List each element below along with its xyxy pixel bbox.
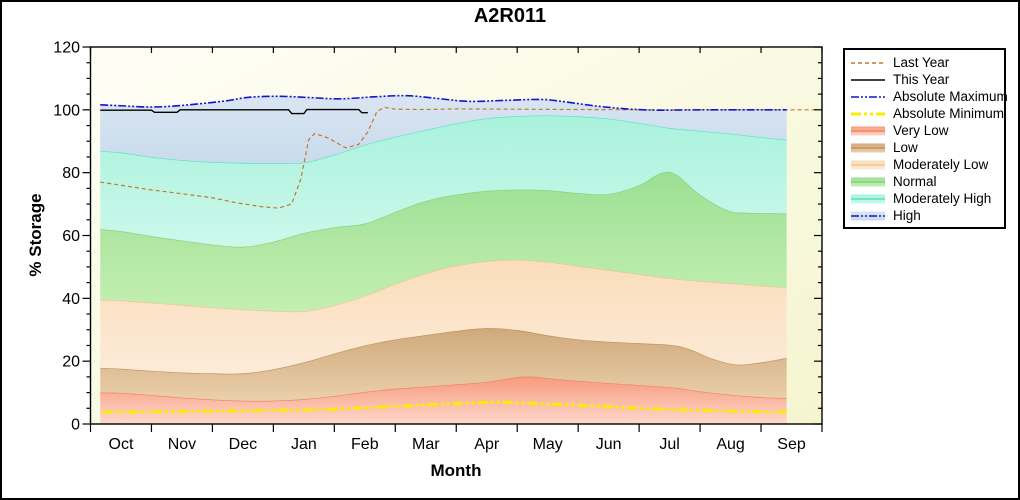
legend-label-absolute_maximum: Absolute Maximum xyxy=(893,89,1008,104)
x-tick-label-jul: Jul xyxy=(659,436,679,453)
legend-label-this_year: This Year xyxy=(893,72,950,87)
legend-marker-low xyxy=(851,143,885,152)
band-low xyxy=(100,328,787,401)
x-tick-label-apr: Apr xyxy=(474,436,500,453)
legend-marker-moderately_low xyxy=(851,160,885,169)
legend-marker-last_year xyxy=(851,61,885,64)
legend-marker-absolute_maximum xyxy=(851,95,885,98)
legend-row-very_low: Very Low xyxy=(845,122,1004,139)
legend-marker-moderately_high xyxy=(851,194,885,203)
legend-marker-absolute_minimum xyxy=(851,112,885,115)
x-tick-label-jan: Jan xyxy=(291,436,317,453)
band-high xyxy=(100,95,787,164)
legend-marker-this_year xyxy=(851,78,885,81)
x-tick-label-mar: Mar xyxy=(412,436,440,453)
x-tick-label-jun: Jun xyxy=(596,436,622,453)
x-tick-label-feb: Feb xyxy=(351,436,379,453)
x-tick-label-sep: Sep xyxy=(777,436,806,453)
y-tick-label: 0 xyxy=(71,417,80,434)
legend-row-this_year: This Year xyxy=(845,71,1004,88)
band-normal xyxy=(100,171,787,312)
legend-label-moderately_high: Moderately High xyxy=(893,191,992,206)
x-tick-label-nov: Nov xyxy=(168,436,196,453)
x-tick-label-aug: Aug xyxy=(716,436,744,453)
legend-marker-normal xyxy=(851,177,885,186)
legend-row-normal: Normal xyxy=(845,173,1004,190)
y-tick-label: 100 xyxy=(53,102,80,119)
legend-label-absolute_minimum: Absolute Minimum xyxy=(893,106,1005,121)
y-axis-label: % Storage xyxy=(26,193,45,277)
legend-row-last_year: Last Year xyxy=(845,54,1004,71)
line-this_year xyxy=(100,108,368,115)
line-absolute_maximum xyxy=(100,94,787,111)
legend-row-low: Low xyxy=(845,139,1004,156)
band-moderately_high xyxy=(100,115,787,247)
tick-labels: 0 20 40 60 80 100 120 Oct Nov Dec Jan Feb Mar Apr May J… xyxy=(53,40,806,454)
plot-area-group: 0 20 40 60 80 100 120 Oct Nov Dec Jan Feb Mar Apr May J… xyxy=(53,40,823,454)
legend-marker-high xyxy=(851,211,885,220)
legend-label-high: High xyxy=(893,208,921,223)
y-tick-label: 80 xyxy=(62,165,80,182)
legend-box: Last Year This Year Absolute Maximum Absolu… xyxy=(843,48,1008,229)
legend-label-moderately_low: Moderately Low xyxy=(893,157,989,172)
line-last_year xyxy=(100,106,818,209)
legend-label-very_low: Very Low xyxy=(893,123,949,138)
legend-label-last_year: Last Year xyxy=(893,55,950,70)
y-tick-label: 40 xyxy=(62,291,80,308)
legend-row-absolute_maximum: Absolute Maximum xyxy=(845,88,1008,105)
x-tick-label-may: May xyxy=(533,436,563,453)
legend-row-moderately_high: Moderately High xyxy=(845,190,1004,207)
band-moderately_low xyxy=(100,259,787,374)
legend-row-high: High xyxy=(845,207,1004,224)
legend-row-moderately_low: Moderately Low xyxy=(845,156,1004,173)
legend-label-normal: Normal xyxy=(893,174,937,189)
axis-ticks xyxy=(82,46,823,432)
legend-band-sample xyxy=(851,211,885,220)
legend-label-low: Low xyxy=(893,140,918,155)
legend-marker-very_low xyxy=(851,126,885,135)
x-tick-label-dec: Dec xyxy=(229,436,257,453)
y-tick-label: 120 xyxy=(53,40,80,57)
y-tick-label: 60 xyxy=(62,228,80,245)
y-tick-label: 20 xyxy=(62,354,80,371)
band-very_low xyxy=(100,376,787,424)
x-tick-label-oct: Oct xyxy=(109,436,134,453)
x-axis-label: Month xyxy=(430,461,482,480)
legend-row-absolute_minimum: Absolute Minimum xyxy=(845,105,1004,122)
chart-title: A2R011 xyxy=(473,5,547,27)
line-absolute_minimum xyxy=(102,400,787,414)
